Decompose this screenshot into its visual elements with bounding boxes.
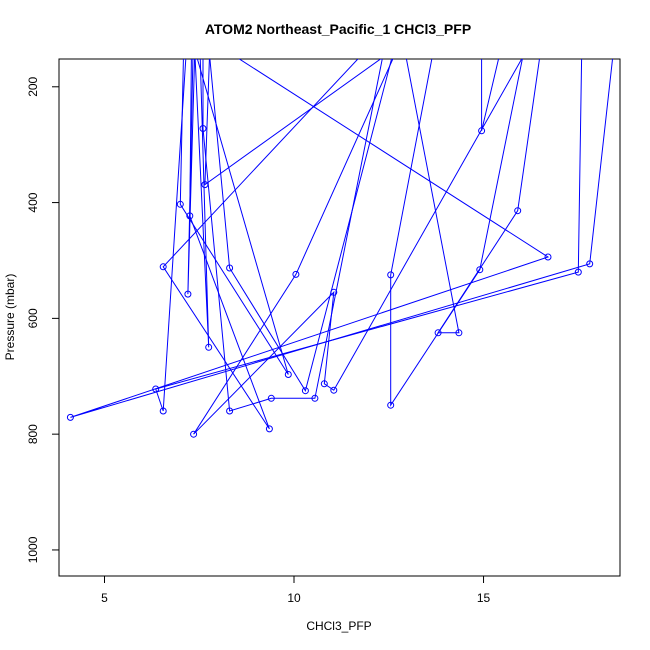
- y-tick-label: 200: [26, 76, 40, 96]
- data-point: [152, 385, 160, 393]
- data-point: [311, 394, 319, 402]
- data-point: [284, 371, 292, 378]
- data-point: [159, 407, 167, 415]
- data-point: [176, 200, 184, 208]
- plot-frame: [58, 58, 621, 577]
- data-point: [184, 290, 192, 298]
- x-tick-label: 10: [287, 591, 301, 605]
- y-axis: 200 400 600 800 1000: [26, 76, 59, 563]
- data-point: [66, 413, 74, 421]
- series-line-11: [194, 59, 210, 348]
- series-line-8: [390, 59, 523, 407]
- data-point: [159, 263, 167, 271]
- data-point: [292, 270, 300, 278]
- x-tick-label: 15: [477, 591, 491, 605]
- data-point: [514, 207, 522, 215]
- data-point: [320, 380, 328, 388]
- data-point: [190, 430, 198, 438]
- data-point: [205, 343, 213, 351]
- data-point: [301, 387, 309, 395]
- data-point: [267, 394, 275, 402]
- data-point: [226, 407, 234, 415]
- data-point: [586, 260, 594, 268]
- y-tick-label: 600: [26, 308, 40, 328]
- x-tick-label: 5: [101, 591, 108, 605]
- data-point: [199, 125, 207, 132]
- series-line-9: [481, 59, 500, 131]
- data-point: [387, 401, 395, 409]
- chart-title: ATOM2 Northeast_Pacific_1 CHCl3_PFP: [205, 21, 471, 37]
- data-point: [387, 271, 395, 279]
- data-point: [330, 386, 338, 394]
- data-point: [434, 329, 442, 337]
- x-axis: 5 10 15: [101, 576, 491, 605]
- x-axis-label: CHCl3_PFP: [306, 619, 371, 633]
- series-line-5: [193, 59, 523, 435]
- data-point: [330, 288, 338, 296]
- y-tick-label: 400: [26, 192, 40, 212]
- y-tick-label: 1000: [26, 536, 40, 563]
- data-point: [544, 253, 552, 261]
- series-line-10: [405, 59, 540, 334]
- series-line-7: [70, 59, 614, 418]
- series-line-2: [202, 59, 383, 412]
- series-line-13: [209, 59, 393, 392]
- data-point: [476, 266, 484, 274]
- series-line-4: [162, 59, 359, 430]
- data-point: [226, 264, 234, 272]
- y-axis-label: Pressure (mbar): [3, 274, 17, 361]
- data-point: [265, 425, 273, 433]
- data-point: [186, 212, 194, 220]
- data-point: [201, 181, 209, 189]
- series-line-3: [204, 59, 382, 186]
- data-point: [574, 268, 582, 276]
- data-point: [478, 127, 486, 135]
- data-point: [455, 329, 463, 337]
- series-line-12: [187, 59, 196, 295]
- y-tick-label: 800: [26, 424, 40, 444]
